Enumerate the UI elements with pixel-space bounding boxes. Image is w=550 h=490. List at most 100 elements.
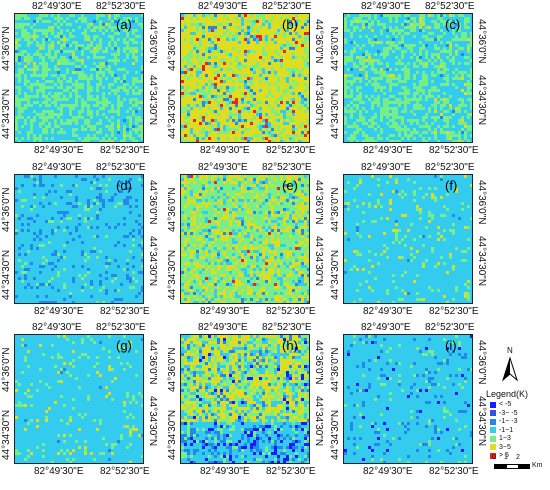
lon-label-top-right: 82°52'30"E bbox=[96, 322, 146, 333]
lat-label-right-bottom: 44°34'30"N bbox=[313, 75, 324, 126]
panel-label: (e) bbox=[282, 178, 298, 193]
scale-tick-1: 1 bbox=[504, 454, 508, 461]
lon-label-bottom-left: 82°49'30"E bbox=[200, 145, 250, 156]
lon-label-bottom-left: 82°49'30"E bbox=[200, 466, 250, 477]
legend-title: Legend(K) bbox=[486, 389, 529, 399]
lon-label-top-right: 82°52'30"E bbox=[425, 1, 475, 12]
lat-label-left-top: 44°36'0"N bbox=[1, 26, 12, 72]
scale-tick-0: 0 bbox=[492, 454, 496, 461]
lat-label-right-top: 44°36'0"N bbox=[313, 340, 324, 385]
legend-item: < -5 bbox=[490, 401, 511, 408]
lat-label-right-bottom: 44°34'30"N bbox=[313, 396, 324, 447]
lon-label-bottom-right: 82°52'30"E bbox=[100, 306, 150, 317]
lon-label-bottom-right: 82°52'30"E bbox=[100, 466, 150, 477]
legend-swatch bbox=[490, 435, 496, 442]
lat-label-right-top: 44°36'0"N bbox=[476, 340, 487, 385]
lat-label-left-top: 44°36'0"N bbox=[1, 347, 12, 393]
map-panel-a bbox=[14, 13, 144, 143]
lon-label-top-right: 82°52'30"E bbox=[262, 162, 312, 173]
lat-label-right-top: 44°36'0"N bbox=[476, 180, 487, 225]
lon-label-top-right: 82°52'30"E bbox=[262, 322, 312, 333]
lon-label-bottom-right: 82°52'30"E bbox=[266, 306, 316, 317]
lon-label-top-right: 82°52'30"E bbox=[262, 1, 312, 12]
map-panel-h bbox=[180, 334, 310, 464]
legend-swatch bbox=[490, 427, 496, 433]
lat-label-right-top: 44°36'0"N bbox=[147, 180, 158, 225]
lon-label-bottom-left: 82°49'30"E bbox=[363, 145, 413, 156]
legend-item-label: < -5 bbox=[499, 401, 512, 408]
legend-swatch bbox=[490, 401, 496, 408]
legend-swatch bbox=[490, 410, 496, 416]
lon-label-bottom-right: 82°52'30"E bbox=[429, 145, 479, 156]
lon-label-bottom-left: 82°49'30"E bbox=[34, 466, 84, 477]
lon-label-top-left: 82°49'30"E bbox=[361, 1, 411, 12]
lon-label-top-right: 82°52'30"E bbox=[96, 162, 146, 173]
map-panel-c bbox=[343, 13, 473, 143]
lat-label-left-bottom: 44°34'30"N bbox=[1, 249, 12, 300]
lat-label-left-bottom: 44°34'30"N bbox=[1, 88, 12, 139]
legend-item: > 5 bbox=[490, 452, 509, 459]
legend-swatch bbox=[490, 418, 496, 425]
lat-label-left-bottom: 44°34'30"N bbox=[330, 249, 341, 300]
lon-label-top-left: 82°49'30"E bbox=[32, 162, 82, 173]
lat-label-left-top: 44°36'0"N bbox=[330, 187, 341, 233]
panel-label: (f) bbox=[445, 178, 458, 193]
lon-label-top-right: 82°52'30"E bbox=[425, 162, 475, 173]
lat-label-left-bottom: 44°34'30"N bbox=[330, 88, 341, 139]
lon-label-top-left: 82°49'30"E bbox=[361, 322, 411, 333]
lat-label-right-top: 44°36'0"N bbox=[313, 19, 324, 64]
map-panel-b bbox=[180, 13, 310, 143]
lon-label-top-left: 82°49'30"E bbox=[32, 322, 82, 333]
lat-label-left-top: 44°36'0"N bbox=[167, 187, 178, 233]
lon-label-bottom-right: 82°52'30"E bbox=[100, 145, 150, 156]
lat-label-left-bottom: 44°34'30"N bbox=[330, 409, 341, 460]
legend-item-label: > 5 bbox=[499, 452, 509, 459]
panel-label: (c) bbox=[445, 17, 461, 32]
legend-item-label: -1~1 bbox=[499, 426, 514, 434]
panel-label: (h) bbox=[282, 338, 298, 353]
lat-label-right-bottom: 44°34'30"N bbox=[476, 75, 487, 126]
panel-label: (d) bbox=[116, 178, 132, 193]
lon-label-bottom-left: 82°49'30"E bbox=[34, 145, 84, 156]
lon-label-bottom-left: 82°49'30"E bbox=[363, 466, 413, 477]
lat-label-left-bottom: 44°34'30"N bbox=[1, 409, 12, 460]
lat-label-right-top: 44°36'0"N bbox=[147, 340, 158, 385]
lon-label-bottom-right: 82°52'30"E bbox=[429, 306, 479, 317]
lat-label-left-bottom: 44°34'30"N bbox=[167, 88, 178, 139]
lat-label-left-bottom: 44°34'30"N bbox=[167, 409, 178, 460]
lon-label-bottom-left: 82°49'30"E bbox=[34, 306, 84, 317]
lat-label-right-top: 44°36'0"N bbox=[313, 180, 324, 225]
lon-label-top-left: 82°49'30"E bbox=[198, 1, 248, 12]
lat-label-left-top: 44°36'0"N bbox=[1, 187, 12, 233]
lon-label-bottom-left: 82°49'30"E bbox=[363, 306, 413, 317]
lat-label-left-top: 44°36'0"N bbox=[330, 347, 341, 393]
panel-label: (a) bbox=[116, 17, 132, 32]
map-panel-d bbox=[14, 174, 144, 304]
legend-swatch bbox=[490, 444, 496, 450]
lat-label-right-bottom: 44°34'30"N bbox=[147, 236, 158, 287]
lat-label-right-bottom: 44°34'30"N bbox=[476, 236, 487, 287]
north-arrow-label: N bbox=[507, 346, 513, 355]
map-panel-f bbox=[343, 174, 473, 304]
map-panel-i bbox=[343, 334, 473, 464]
lon-label-top-right: 82°52'30"E bbox=[425, 322, 475, 333]
lat-label-right-bottom: 44°34'30"N bbox=[313, 236, 324, 287]
lat-label-right-bottom: 44°34'30"N bbox=[147, 75, 158, 126]
legend-swatch bbox=[490, 452, 496, 459]
lat-label-right-top: 44°36'0"N bbox=[476, 19, 487, 64]
legend-item: -1~1 bbox=[490, 427, 513, 434]
legend-item-label: 3~5 bbox=[499, 443, 511, 451]
lon-label-top-left: 82°49'30"E bbox=[32, 1, 82, 12]
panel-label: (i) bbox=[445, 338, 457, 353]
lat-label-right-top: 44°36'0"N bbox=[147, 19, 158, 64]
scale-tick-2: 2 bbox=[516, 454, 520, 461]
lon-label-top-right: 82°52'30"E bbox=[96, 1, 146, 12]
panel-label: (g) bbox=[116, 338, 132, 353]
lat-label-right-bottom: 44°34'30"N bbox=[147, 396, 158, 447]
lon-label-bottom-right: 82°52'30"E bbox=[429, 466, 479, 477]
legend-item: -1~ -3 bbox=[490, 418, 517, 425]
map-panel-g bbox=[14, 334, 144, 464]
legend-item-label: -1~ -3 bbox=[499, 418, 518, 425]
legend-item: 3~5 bbox=[490, 444, 511, 451]
map-panel-e bbox=[180, 174, 310, 304]
